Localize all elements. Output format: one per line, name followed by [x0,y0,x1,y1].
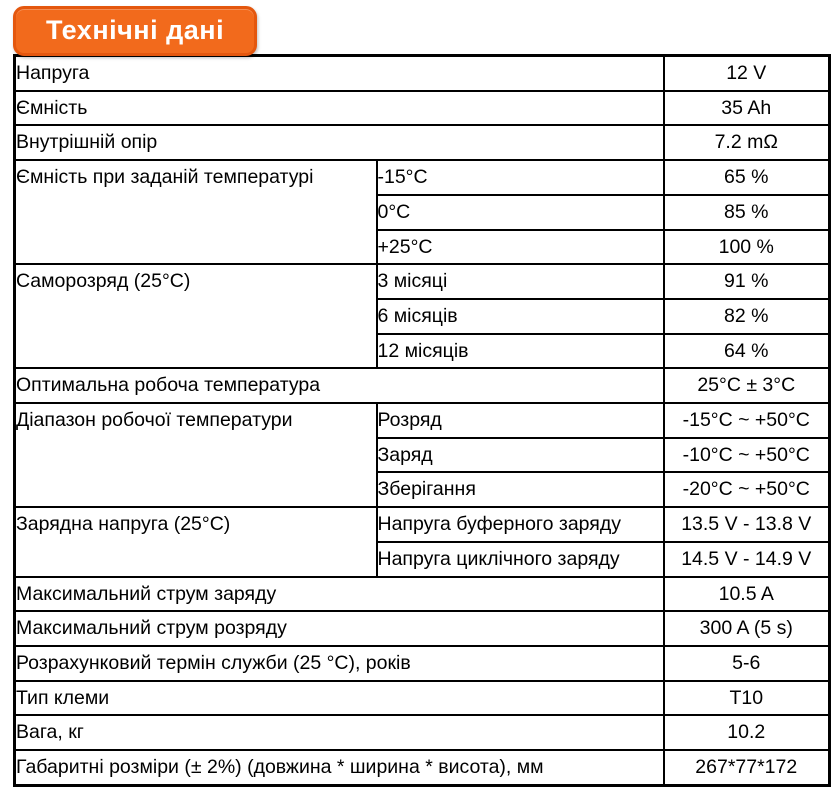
spec-value: 10.5 A [662,575,831,613]
spec-label: Внутрішній опір [13,124,665,162]
spec-label: Оптимальна робоча температура [13,367,665,405]
spec-sublabel: +25°C [375,228,665,266]
table-row: Напруга циклічного заряду 14.5 V - 14.9 V [15,540,831,578]
table-row: Зберігання -20°C ~ +50°C [15,471,831,509]
spec-label: Напруга [13,54,665,92]
spec-value: 25°C ± 3°C [662,367,831,405]
spec-label: Діапазон робочої температури [13,402,378,509]
spec-value: 13.5 V - 13.8 V [662,506,831,543]
spec-value: 91 % [662,263,831,300]
table-row: Максимальний струм заряду 10.5 A [13,575,831,613]
spec-sublabel: Напруга буферного заряду [375,506,665,543]
spec-value: 100 % [662,228,831,266]
table-row: +25°C 100 % [15,228,831,266]
table-row: 12 місяців 64 % [15,332,831,370]
spec-value: T10 [662,679,831,717]
spec-sublabel: -15°C [375,159,665,196]
spec-value: 65 % [662,159,831,196]
table-row: 0°C 85 % [15,193,831,231]
table-row: Ємність при заданій температурі -15°C 65 % [13,159,831,266]
table-row: Тип клеми T10 [13,679,831,717]
page-title: Технічні дані [46,15,225,45]
spec-sublabel: 12 місяців [375,332,665,370]
spec-label: Ємність при заданій температурі [13,159,378,266]
spec-label: Ємність [13,89,665,127]
spec-value: 5-6 [662,644,831,682]
table-row: Діапазон робочої температури Розряд -15°C … [13,402,831,509]
table-row: 6 місяців 82 % [15,297,831,335]
spec-label: Зарядна напруга (25°C) [13,506,378,578]
spec-label: Саморозряд (25°C) [13,263,378,370]
table-row: Габаритні розміри (± 2%) (довжина * шири… [13,749,831,787]
spec-value: 35 Ah [662,89,831,127]
spec-table: Напруга 12 V Ємність 35 Ah Внутрішній опір 7.… [13,54,831,787]
table-row: Напруга 12 V [13,54,831,92]
spec-label: Тип клеми [13,679,665,717]
spec-label: Максимальний струм розряду [13,610,665,647]
spec-value: -20°C ~ +50°C [662,471,831,509]
table-row: Вага, кг 10.2 [13,714,831,752]
table-row: Внутрішній опір 7.2 mΩ [13,124,831,162]
spec-table-body: Напруга 12 V Ємність 35 Ah Внутрішній опір 7.… [13,54,831,787]
spec-value: 64 % [662,332,831,370]
spec-value: 82 % [662,297,831,335]
spec-sublabel: Зберігання [375,471,665,509]
table-row: Розрахунковий термін служби (25 °C), рок… [13,644,831,682]
table-row: Зарядна напруга (25°C) Напруга буферного … [13,506,831,578]
spec-value: 7.2 mΩ [662,124,831,162]
spec-label: Розрахунковий термін служби (25 °C), рок… [13,644,665,682]
spec-value: 85 % [662,193,831,231]
spec-value: 14.5 V - 14.9 V [662,540,831,578]
page-title-badge: Технічні дані [13,6,258,56]
spec-sublabel: Розряд [375,402,665,439]
table-row: Максимальний струм розряду 300 A (5 s) [13,610,831,647]
table-row: Саморозряд (25°C) 3 місяці 91 % [13,263,831,370]
spec-value: -15°C ~ +50°C [662,402,831,439]
spec-value: 267*77*172 [662,749,831,787]
table-row: Ємність 35 Ah [13,89,831,127]
spec-value: 12 V [662,54,831,92]
spec-sublabel: Заряд [375,436,665,474]
spec-value: 300 A (5 s) [662,610,831,647]
spec-value: 10.2 [662,714,831,752]
spec-label: Габаритні розміри (± 2%) (довжина * шири… [13,749,665,787]
spec-sublabel: Напруга циклічного заряду [375,540,665,578]
spec-label: Максимальний струм заряду [13,575,665,613]
spec-label: Вага, кг [13,714,665,752]
spec-sublabel: 0°C [375,193,665,231]
table-row: Заряд -10°C ~ +50°C [15,436,831,474]
table-row: Оптимальна робоча температура 25°C ± 3°C [13,367,831,405]
spec-value: -10°C ~ +50°C [662,436,831,474]
spec-sublabel: 3 місяці [375,263,665,300]
spec-sublabel: 6 місяців [375,297,665,335]
